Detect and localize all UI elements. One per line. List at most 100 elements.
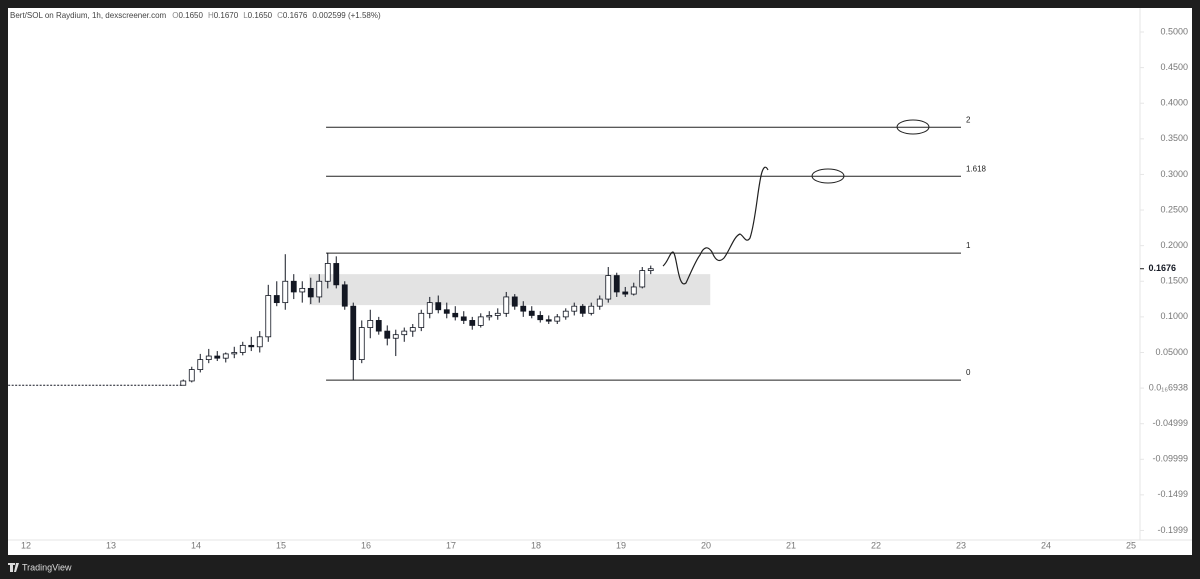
candle-body (452, 312, 459, 318)
brand-logo (8, 563, 19, 572)
candle-body (392, 334, 399, 339)
y-tick-label: -0.09999 (1152, 454, 1188, 464)
candle-body (528, 310, 535, 316)
change: 0.002599 (+1.58%) (312, 11, 381, 20)
candle-body (367, 320, 374, 328)
candle-body (435, 302, 442, 311)
candle-body (265, 295, 272, 338)
candle-body (256, 336, 263, 348)
y-tick-label: -0.04999 (1152, 418, 1188, 428)
x-tick-label: 12 (21, 540, 31, 550)
footer-bar (0, 555, 1200, 579)
y-tick-label: 0.2000 (1160, 240, 1188, 250)
y-tick-label: 0.0₁₆6938 (1149, 382, 1188, 392)
candle-body (486, 315, 493, 318)
last-price-label: 0.1676 (1148, 263, 1176, 273)
fib-label: 1 (966, 241, 971, 250)
candle-body (239, 344, 246, 353)
candle-body (579, 305, 586, 314)
candle-body (299, 287, 306, 293)
candle-body (350, 305, 357, 361)
y-tick-label: 0.5000 (1160, 26, 1188, 36)
drawn-circle (811, 168, 845, 184)
y-tick-label: 0.1500 (1160, 276, 1188, 286)
ohlc-key: C (277, 11, 283, 20)
candle-body (537, 315, 544, 321)
candle-body (511, 296, 518, 307)
candle-body (605, 275, 612, 300)
candle-body (571, 305, 578, 312)
fib-label: 2 (966, 115, 971, 124)
candle-body (307, 287, 314, 298)
x-tick-label: 21 (786, 540, 796, 550)
x-tick-label: 16 (361, 540, 371, 550)
candle-body (341, 284, 348, 307)
candle-body (180, 380, 187, 386)
zone (309, 274, 711, 306)
candle-body (639, 270, 646, 288)
candle-body (401, 330, 408, 336)
candle-body (554, 316, 561, 322)
candle-body (290, 280, 297, 293)
ohlc-key: L (243, 11, 248, 20)
candle-body (333, 263, 340, 286)
ohlc-value: 0.1670 (214, 11, 239, 20)
candle-body (477, 316, 484, 326)
fib-label: 0 (966, 368, 971, 377)
y-tick-label: 0.3000 (1160, 169, 1188, 179)
ohlc-value: 0.1650 (178, 11, 203, 20)
candle-body (384, 330, 391, 339)
fib-label: 1.618 (966, 164, 987, 173)
y-tick-label: 0.3500 (1160, 133, 1188, 143)
candle-body (324, 263, 331, 282)
x-tick-label: 17 (446, 540, 456, 550)
candle-body (273, 295, 280, 304)
candle-body (282, 280, 289, 304)
candle-body (647, 268, 654, 271)
candle-body (214, 355, 221, 359)
candle-body (426, 302, 433, 314)
x-tick-label: 18 (531, 540, 541, 550)
candle-body (188, 369, 195, 382)
plot: 0.5000 0.4500 0.4000 0.3500 0.3000 0.2500 0.20… (8, 26, 1188, 550)
ohlc-key: O (172, 11, 178, 20)
candle-body (418, 312, 425, 328)
candle-body (460, 316, 467, 321)
x-tick-label: 24 (1041, 540, 1051, 550)
candle-body (545, 319, 552, 322)
candle-body (494, 312, 501, 316)
drawn-projection (662, 166, 769, 285)
candle-body (197, 359, 204, 370)
brand: TradingView (22, 562, 72, 572)
y-tick-label: 0.4500 (1160, 62, 1188, 72)
candle-body (316, 280, 323, 298)
candle-body (630, 286, 637, 295)
y-tick-label: 0.4000 (1160, 98, 1188, 108)
ohlc-key: H (208, 11, 214, 20)
y-tick-label: 0.05000 (1155, 347, 1188, 357)
x-tick-label: 19 (616, 540, 626, 550)
x-tick-label: 20 (701, 540, 711, 550)
candle-body (443, 309, 450, 314)
x-tick-label: 23 (956, 540, 966, 550)
candle-body (222, 353, 229, 359)
candle-body (520, 305, 527, 312)
candle-body (562, 310, 569, 318)
ohlc: O 0.1650 H 0.1670 L 0.1650 C 0.1676 0.002599 (+1… (172, 11, 381, 20)
candle-body (358, 327, 365, 361)
x-tick-label: 25 (1126, 540, 1136, 550)
x-tick-label: 22 (871, 540, 881, 550)
candle-body (613, 275, 620, 293)
x-tick-label: 15 (276, 540, 286, 550)
candle-body (596, 298, 603, 307)
candle-body (469, 320, 476, 326)
candle-body (231, 352, 238, 355)
candle-body (375, 320, 382, 332)
drawn-circle (896, 119, 930, 135)
candle-body (588, 305, 595, 314)
y-tick-label: 0.2500 (1160, 204, 1188, 214)
y-tick-label: -0.1999 (1157, 525, 1188, 535)
candle-body (248, 344, 255, 348)
x-tick-label: 14 (191, 540, 201, 550)
